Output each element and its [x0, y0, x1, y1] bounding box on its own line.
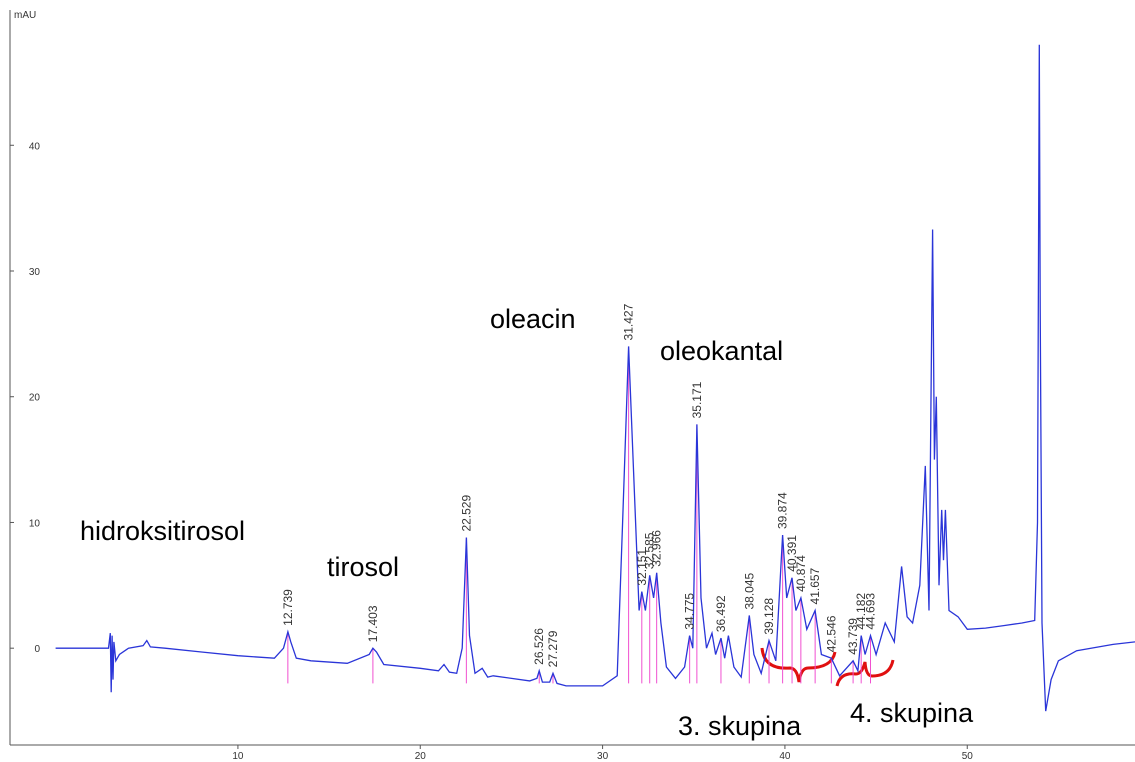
peak-label: 32.151: [635, 549, 649, 586]
peak-label: 34.775: [683, 593, 697, 630]
y-tick-label: 10: [29, 518, 41, 529]
peak-label: 35.171: [690, 381, 704, 418]
peak-label: 44.182: [854, 593, 868, 630]
peak-label: 22.529: [459, 495, 473, 532]
annotation: oleokantal: [660, 336, 783, 366]
peak-label: 39.874: [776, 492, 790, 529]
y-tick-label: 30: [29, 267, 41, 278]
peak-label: 39.128: [762, 598, 776, 635]
peak-label: 40.391: [785, 535, 799, 572]
peak-label: 36.492: [714, 595, 728, 632]
peak-label: 42.546: [824, 615, 838, 652]
peak-label: 17.403: [366, 605, 380, 642]
group-bracket: [835, 659, 895, 687]
group-bracket: [760, 647, 837, 683]
peak-label: 41.657: [808, 567, 822, 604]
peak-label: 31.427: [622, 303, 636, 340]
y-axis-label: mAU: [14, 10, 36, 21]
x-tick-label: 20: [415, 751, 427, 762]
annotation: 3. skupina: [678, 711, 802, 741]
trace: [55, 44, 1135, 712]
peak-label: 32.966: [650, 530, 664, 567]
annotation: tirosol: [327, 552, 399, 582]
peak-label: 12.739: [281, 589, 295, 626]
annotation: hidroksitirosol: [80, 516, 245, 546]
peak-label: 27.279: [546, 630, 560, 667]
annotation: oleacin: [490, 304, 576, 334]
peak-label: 44.693: [863, 593, 877, 630]
peak-label: 26.526: [532, 628, 546, 665]
x-tick-label: 50: [962, 751, 974, 762]
peak-label: 40.874: [794, 555, 808, 592]
x-tick-label: 40: [779, 751, 791, 762]
y-tick-label: 40: [29, 141, 41, 152]
y-tick-label: 20: [29, 393, 41, 404]
peak-label: 43.739: [846, 618, 860, 655]
annotation: 4. skupina: [850, 698, 974, 728]
x-tick-label: 30: [597, 751, 609, 762]
y-tick-label: 0: [34, 644, 40, 655]
peak-label: 38.045: [742, 572, 756, 609]
peak-label: 32.585: [643, 532, 657, 569]
x-tick-label: 10: [232, 751, 244, 762]
